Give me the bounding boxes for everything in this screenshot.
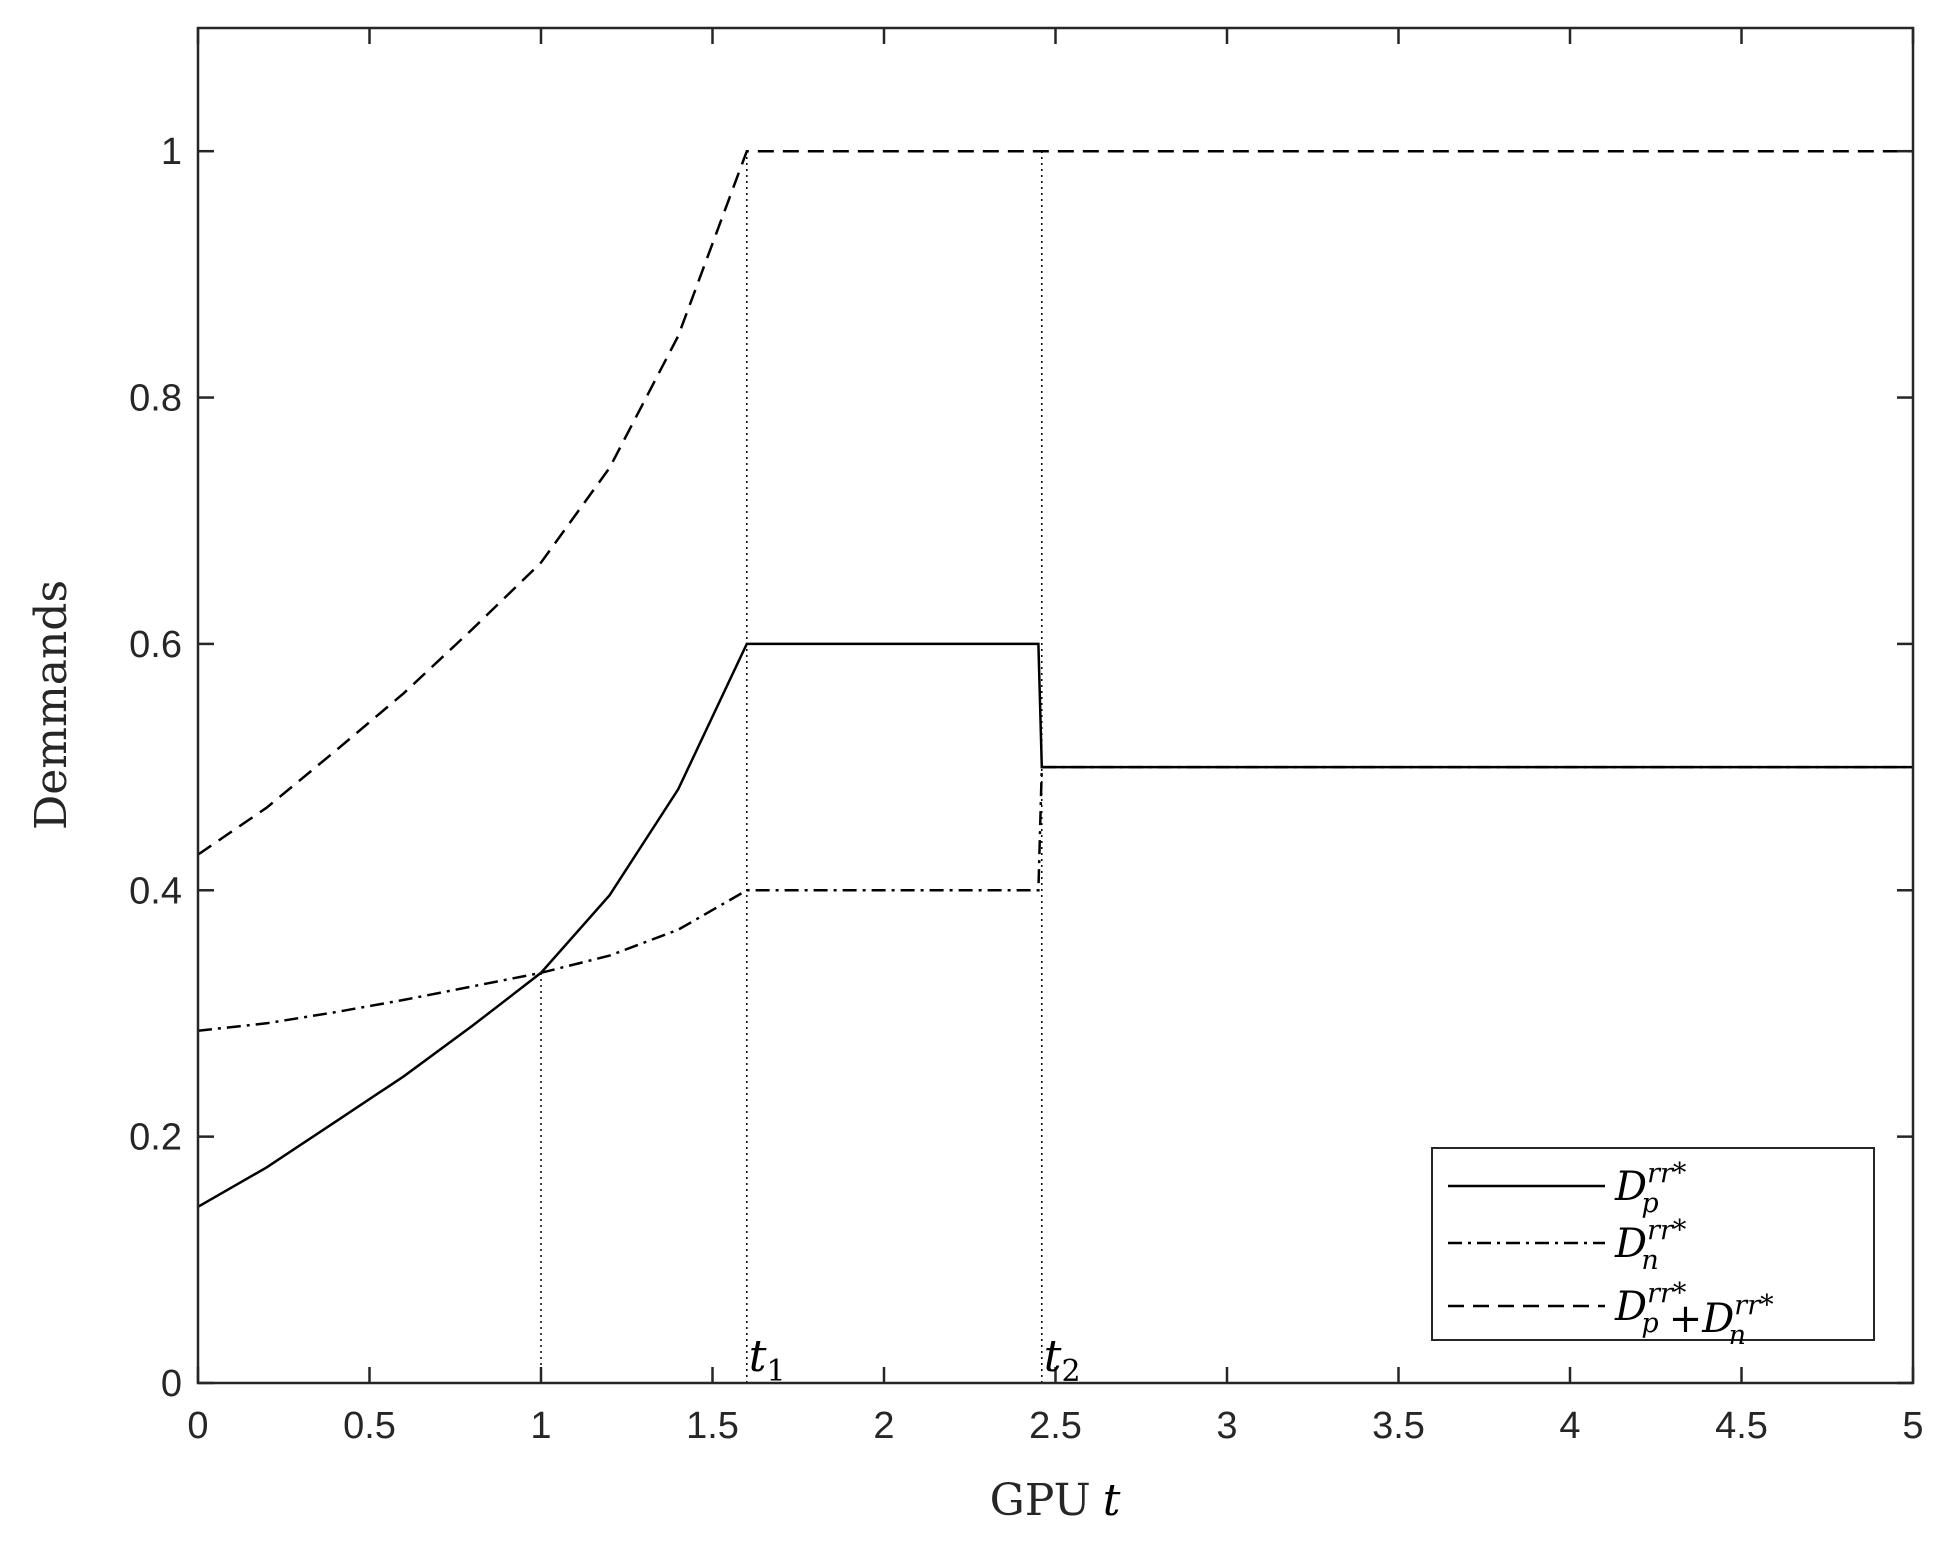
series-line-Dp xyxy=(197,642,1913,1208)
y-tick-label: 0.4 xyxy=(129,870,182,912)
x-axis-title-text: GPU xyxy=(990,1475,1091,1526)
y-tick-label: 0 xyxy=(161,1363,182,1405)
x-tick-label: 4.5 xyxy=(1715,1405,1768,1447)
x-tick-label: 4 xyxy=(1559,1405,1580,1447)
y-tick-label: 0.6 xyxy=(129,624,182,666)
reference-label-t2: t2 xyxy=(1044,1331,1081,1389)
x-tick-label: 3.5 xyxy=(1372,1405,1425,1447)
y-axis-title: Demmands xyxy=(26,580,77,830)
y-axis: 0 0.2 0.4 0.6 0.8 1 xyxy=(129,131,1913,1405)
x-axis-title-var: t xyxy=(1103,1475,1121,1526)
x-axis: 0 0.5 1 1.5 2 2.5 3 3.5 4 4.5 5 xyxy=(187,28,1924,1447)
y-tick-label: 0.2 xyxy=(129,1117,182,1159)
x-tick-label: 0.5 xyxy=(343,1405,396,1447)
legend-box xyxy=(1431,1147,1875,1341)
legend-label-Dp: Drr* p xyxy=(1614,1158,1687,1219)
series-line-Dn xyxy=(197,765,1913,1032)
x-tick-label: 1 xyxy=(530,1405,551,1447)
x-tick-label: 0 xyxy=(187,1405,208,1447)
reference-lines xyxy=(540,151,1043,1383)
legend-label-Dsum: Drr* p +Drr* n xyxy=(1614,1278,1774,1351)
x-axis-title: GPU t xyxy=(990,1475,1121,1526)
y-tick-label: 1 xyxy=(161,131,182,173)
plot-lines xyxy=(197,149,1913,1208)
series-line-Dsum xyxy=(197,149,1913,856)
x-tick-label: 2 xyxy=(873,1405,894,1447)
reference-labels: t1 t2 xyxy=(749,1331,1081,1389)
reference-label-t1: t1 xyxy=(749,1331,786,1389)
legend-label-Dn: Drr* n xyxy=(1614,1215,1687,1276)
x-tick-label: 2.5 xyxy=(1029,1405,1082,1447)
x-tick-label: 3 xyxy=(1216,1405,1237,1447)
x-tick-label: 1.5 xyxy=(686,1405,739,1447)
y-tick-label: 0.8 xyxy=(129,378,182,420)
x-tick-label: 5 xyxy=(1902,1405,1923,1447)
